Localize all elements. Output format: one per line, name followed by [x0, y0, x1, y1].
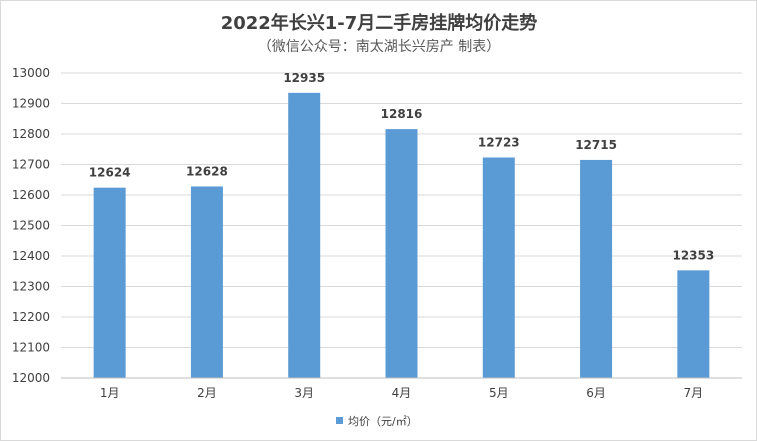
- y-tick-label: 12000: [12, 371, 50, 385]
- x-tick-label: 7月: [684, 386, 704, 400]
- legend-label: 均价（元/㎡）: [348, 415, 418, 428]
- x-tick-label: 6月: [586, 386, 606, 400]
- bar: [677, 270, 710, 378]
- y-tick-label: 12800: [12, 127, 50, 141]
- chart-title: 2022年长兴1-7月二手房挂牌均价走势: [221, 12, 538, 34]
- y-tick-label: 12400: [12, 249, 50, 263]
- y-tick-label: 12500: [12, 219, 50, 233]
- data-label: 12628: [186, 164, 228, 178]
- data-label: 12624: [89, 166, 131, 180]
- x-tick-label: 4月: [392, 386, 412, 400]
- legend-swatch: [336, 417, 343, 424]
- bar: [482, 157, 515, 378]
- data-label: 12353: [672, 248, 714, 262]
- y-tick-label: 12600: [12, 188, 50, 202]
- y-tick-label: 12200: [12, 310, 50, 324]
- chart-subtitle: （微信公众号：南太湖长兴房产 制表）: [258, 39, 500, 55]
- legend: 均价（元/㎡）: [336, 415, 418, 428]
- data-label: 12715: [575, 138, 617, 152]
- y-axis-ticks: 12000 12100 12200 12300 12400 12500 12600 12700…: [12, 66, 50, 385]
- bar: [93, 187, 126, 378]
- y-tick-label: 12900: [12, 97, 50, 111]
- data-labels: 12624 12628 12935 12816 12723 12715 12353: [89, 71, 714, 263]
- x-tick-label: 5月: [489, 386, 509, 400]
- x-axis-ticks: 1月 2月 3月 4月 5月 6月 7月: [100, 386, 703, 400]
- data-label: 12816: [381, 107, 423, 121]
- bar: [385, 129, 418, 378]
- y-tick-label: 12300: [12, 280, 50, 294]
- data-label: 12723: [478, 135, 520, 149]
- data-label: 12935: [283, 71, 325, 85]
- bars: [93, 92, 710, 378]
- x-tick-label: 1月: [100, 386, 120, 400]
- y-tick-label: 13000: [12, 66, 50, 80]
- y-tick-label: 12700: [12, 158, 50, 172]
- x-tick-label: 3月: [294, 386, 314, 400]
- x-tick-label: 2月: [197, 386, 217, 400]
- bar: [288, 92, 321, 378]
- bar: [580, 159, 613, 378]
- y-tick-label: 12100: [12, 341, 50, 355]
- bar: [190, 186, 223, 378]
